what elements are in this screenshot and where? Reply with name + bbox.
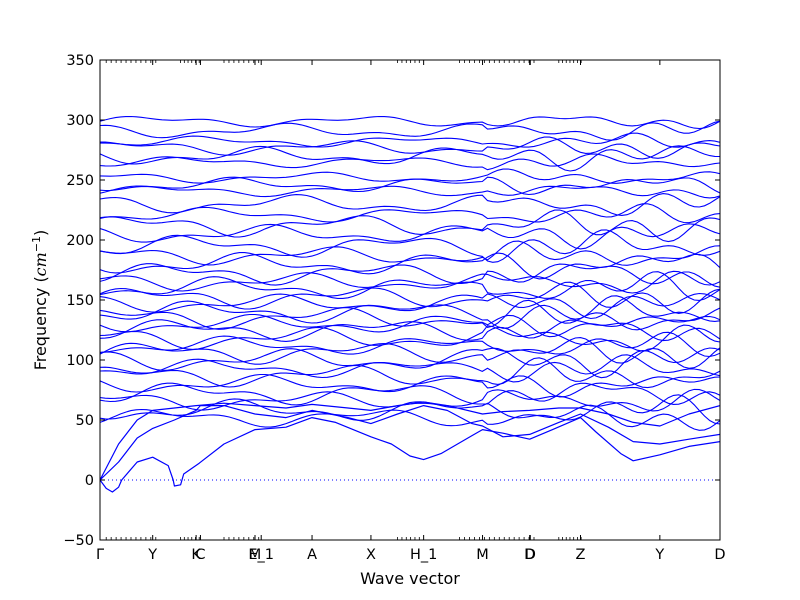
x-tick-label: X (366, 547, 376, 563)
plot-area (100, 115, 720, 493)
band-line (100, 270, 720, 294)
x-tick-label: E_1 (248, 547, 274, 563)
band-line (100, 313, 720, 338)
band-line (100, 176, 720, 196)
band-line (100, 153, 720, 171)
x-tick-label: D (525, 547, 536, 563)
x-tick-label: A (307, 547, 317, 563)
band-line (100, 223, 720, 250)
band-line (100, 271, 720, 301)
band-line (100, 354, 720, 383)
band-line (100, 203, 720, 224)
band-line (100, 132, 720, 148)
x-tick-label: M (476, 547, 489, 563)
band-line (100, 263, 720, 288)
x-tick-label: C (195, 547, 205, 563)
band-line (100, 382, 720, 406)
y-axis-label-text: Frequency ( (31, 276, 50, 370)
band-line (100, 295, 720, 329)
acoustic-branch-line (100, 401, 720, 481)
x-tick-label: H_1 (410, 547, 437, 563)
band-line (100, 299, 720, 331)
band-line (100, 337, 720, 369)
x-tick-label: D (524, 547, 535, 563)
x-tick-label: K (191, 547, 201, 563)
band-line (100, 404, 720, 431)
x-tick-label: Z (576, 547, 586, 563)
band-line (100, 347, 720, 379)
y-tick-label: 0 (85, 473, 94, 489)
y-tick-label: 100 (66, 353, 94, 369)
y-tick-label: 250 (66, 173, 94, 189)
band-line (100, 193, 720, 216)
x-tick-label: M (249, 547, 262, 563)
band-line (100, 331, 720, 358)
band-line (100, 115, 720, 130)
band-line (100, 136, 720, 159)
y-tick-label: 50 (76, 413, 94, 429)
band-line (100, 252, 720, 280)
band-line (100, 229, 720, 263)
y-axis-label: Frequency (cm−1) (30, 230, 50, 371)
band-line (100, 394, 720, 425)
x-tick-label: Y (654, 547, 664, 563)
band-line (100, 324, 720, 352)
band-line (100, 281, 720, 314)
y-tick-label: 350 (66, 53, 94, 69)
x-tick-label: D (714, 547, 725, 563)
y-tick-label: 150 (66, 293, 94, 309)
bands-group (100, 115, 720, 493)
band-line (100, 319, 720, 342)
y-axis-label-unit: cm (31, 252, 50, 276)
acoustic-branch-line (100, 417, 720, 493)
y-tick-label: 200 (66, 233, 94, 249)
x-tick-label: Γ (96, 547, 104, 563)
band-line (100, 357, 720, 389)
band-line (100, 120, 720, 141)
y-axis-label-close: ) (31, 230, 50, 236)
x-axis-label: Wave vector (360, 569, 460, 588)
acoustic-branch-line (100, 405, 720, 481)
y-axis-label-exponent: −1 (30, 236, 43, 252)
x-tick-label: Y (147, 547, 157, 563)
band-line (100, 209, 720, 243)
band-line (100, 185, 720, 199)
y-tick-label: −50 (63, 533, 94, 549)
y-tick-label: 300 (66, 113, 94, 129)
